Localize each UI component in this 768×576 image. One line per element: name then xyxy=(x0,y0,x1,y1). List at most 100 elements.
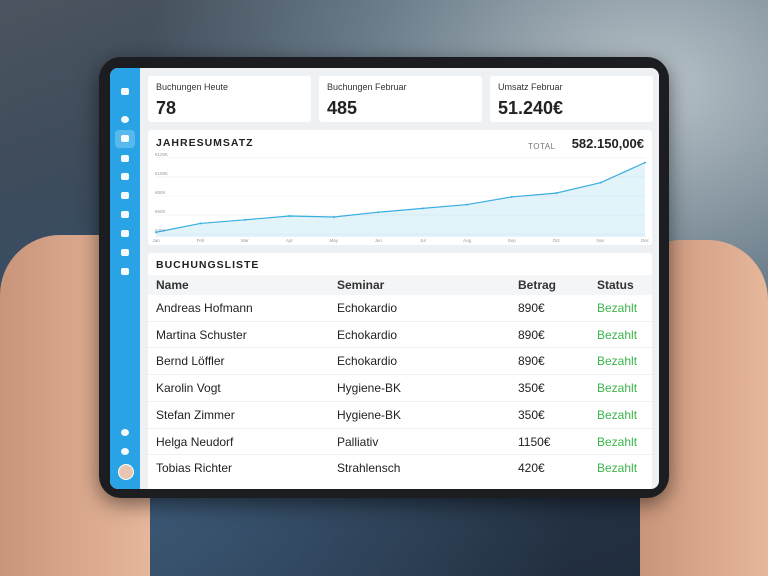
stat-label: Buchungen Heute xyxy=(156,82,229,92)
cell: Palliativ xyxy=(337,434,379,449)
help-icon[interactable] xyxy=(121,448,129,455)
mail-icon[interactable] xyxy=(121,192,129,199)
chart: €40K €60K €80K €100K €120K Jan Feb Mar Apr May Jun… xyxy=(152,152,650,243)
cell: Karolin Vogt xyxy=(156,381,221,396)
total-value: 582.150,00€ xyxy=(571,136,644,151)
point xyxy=(421,207,424,210)
search-icon[interactable] xyxy=(121,116,129,123)
point xyxy=(466,203,469,206)
line xyxy=(155,162,646,233)
cell: Bezahlt xyxy=(597,434,638,449)
point xyxy=(555,192,558,195)
tag-icon[interactable] xyxy=(121,268,129,275)
cell: Andreas Hofmann xyxy=(156,301,253,315)
cell: 420€ xyxy=(518,461,545,476)
cell: Bezahlt xyxy=(597,407,638,422)
column-header: Betrag xyxy=(518,278,557,292)
cell: 890€ xyxy=(518,327,545,342)
column-header: Seminar xyxy=(337,278,385,292)
point xyxy=(155,231,157,234)
row-divider xyxy=(148,427,652,429)
y-tick-label: €60K xyxy=(155,209,166,214)
cell: Bezahlt xyxy=(597,381,638,396)
doc-icon[interactable] xyxy=(121,211,129,218)
stat-label: Buchungen Februar xyxy=(327,82,407,92)
cell: Bezahlt xyxy=(597,327,638,342)
cell: Bezahlt xyxy=(597,461,638,476)
cell: Bezahlt xyxy=(597,301,638,315)
user-icon[interactable] xyxy=(121,155,129,162)
point xyxy=(599,181,602,184)
y-tick-label: €40K xyxy=(155,228,166,233)
row-divider xyxy=(148,374,652,376)
x-tick-label: Feb xyxy=(197,238,205,243)
stat-value: 485 xyxy=(327,98,358,118)
stat-value: 51.240€ xyxy=(498,98,564,118)
x-tick-label: Aug xyxy=(463,238,472,243)
screen: Buchungen Heute 78 Buchungen Februar 485 Ums… xyxy=(110,68,659,489)
stat-label: Umsatz Februar xyxy=(498,82,563,92)
chart-title: JAHRESUMSATZ xyxy=(156,137,254,149)
x-tick-label: Nov xyxy=(597,238,606,243)
x-tick-label: Mar xyxy=(241,238,249,243)
cell: 350€ xyxy=(518,381,545,396)
header-row xyxy=(148,275,652,295)
y-tick-label: €80K xyxy=(155,190,166,195)
cell: Bernd Löffler xyxy=(156,354,225,369)
cell: Hygiene-BK xyxy=(337,381,402,396)
row-divider xyxy=(148,320,652,322)
avatar[interactable] xyxy=(118,464,134,480)
sidebar xyxy=(110,68,140,489)
area xyxy=(156,162,645,237)
cell: Helga Neudorf xyxy=(156,434,234,449)
cell: Tobias Richter xyxy=(156,461,233,476)
x-tick-label: Dec xyxy=(641,238,650,243)
cell: Echokardio xyxy=(337,301,398,315)
cell: 1150€ xyxy=(518,434,551,449)
cell: 890€ xyxy=(518,301,545,315)
point xyxy=(199,222,202,225)
column-header: Name xyxy=(156,278,189,292)
stat-card: Buchungen Februar 485 xyxy=(319,76,482,122)
point xyxy=(288,215,291,218)
stat-value: 78 xyxy=(156,98,177,118)
stat-card: Umsatz Februar 51.240€ xyxy=(490,76,653,122)
settings-icon[interactable] xyxy=(121,429,129,436)
x-tick-label: Oct xyxy=(553,238,561,243)
row-divider xyxy=(148,400,652,402)
row-divider xyxy=(148,454,652,456)
x-tick-label: Apr xyxy=(286,238,294,243)
booking-list: BUCHUNGSLISTE Name Seminar Betrag Status And… xyxy=(148,253,652,489)
y-tick-label: €120K xyxy=(155,152,168,157)
cell: Echokardio xyxy=(337,354,398,369)
cell: 350€ xyxy=(518,407,545,422)
y-tick-label: €100K xyxy=(155,171,168,176)
cell: Hygiene-BK xyxy=(337,407,402,422)
home-icon[interactable] xyxy=(121,135,129,142)
x-tick-label: Jan xyxy=(152,238,160,243)
point xyxy=(332,215,335,218)
cell: Strahlensch xyxy=(337,461,401,476)
contacts-icon[interactable] xyxy=(121,173,129,180)
point xyxy=(243,218,246,221)
list-title: BUCHUNGSLISTE xyxy=(156,259,260,271)
cell: Bezahlt xyxy=(597,354,638,369)
row-divider xyxy=(148,347,652,349)
stat-card: Buchungen Heute 78 xyxy=(148,76,311,122)
column-header: Status xyxy=(597,278,634,292)
point xyxy=(644,161,646,164)
x-tick-label: Sep xyxy=(508,238,517,243)
point xyxy=(510,195,513,198)
cell: Stefan Zimmer xyxy=(156,407,235,422)
cell: 890€ xyxy=(518,354,545,369)
bank-icon[interactable] xyxy=(121,249,129,256)
x-tick-label: May xyxy=(330,238,339,243)
money-icon[interactable] xyxy=(121,230,129,237)
logo[interactable] xyxy=(121,88,129,95)
x-tick-label: Jul xyxy=(420,238,426,243)
total-label: TOTAL xyxy=(528,142,556,151)
chart-card: JAHRESUMSATZ TOTAL 582.150,00€ €40K €60K €… xyxy=(148,130,652,245)
cell: Echokardio xyxy=(337,327,398,342)
